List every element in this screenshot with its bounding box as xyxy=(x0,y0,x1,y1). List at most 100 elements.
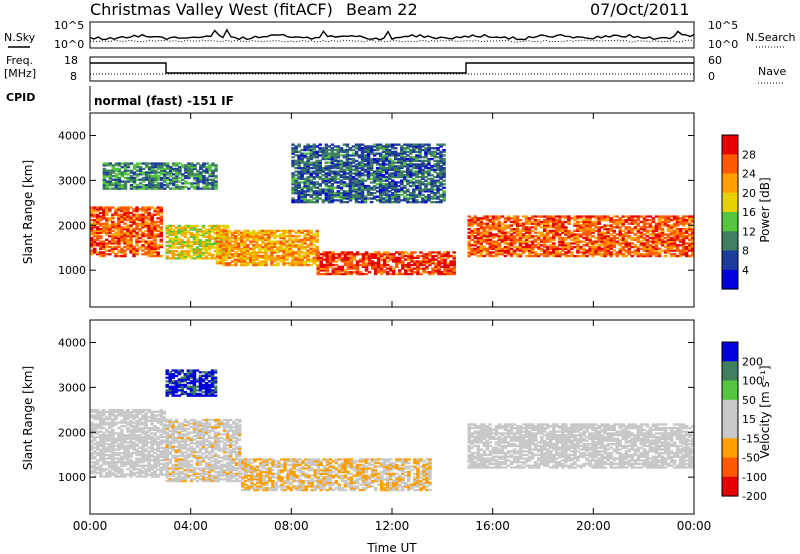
heatmap-cell xyxy=(114,167,119,171)
heatmap-cell xyxy=(398,258,402,261)
heatmap-cell xyxy=(318,166,322,170)
heatmap-cell xyxy=(381,179,386,182)
heatmap-cell xyxy=(648,240,653,243)
heatmap-cell xyxy=(618,226,622,229)
heatmap-cell xyxy=(327,190,332,193)
heatmap-cell xyxy=(627,236,632,240)
heatmap-cell xyxy=(230,235,235,238)
heatmap-cell xyxy=(430,166,434,170)
heatmap-cell xyxy=(219,248,224,251)
heatmap-cell xyxy=(603,215,607,218)
heatmap-cell xyxy=(439,172,443,175)
heatmap-cell xyxy=(255,263,259,267)
heatmap-cell xyxy=(360,195,365,198)
heatmap-cell xyxy=(357,161,362,164)
heatmap-cell xyxy=(412,147,416,150)
heatmap-cell xyxy=(129,215,133,218)
heatmap-cell xyxy=(346,263,351,267)
heatmap-cell xyxy=(375,170,380,173)
heatmap-cell xyxy=(147,249,151,252)
heatmap-cell xyxy=(187,169,191,172)
heatmap-cell xyxy=(636,228,641,231)
heatmap-cell xyxy=(99,450,103,453)
heatmap-cell xyxy=(90,233,94,236)
heatmap-cell xyxy=(306,156,310,159)
heatmap-cell xyxy=(150,226,154,229)
heatmap-cell xyxy=(93,247,97,250)
heatmap-cell xyxy=(515,233,520,236)
heatmap-cell xyxy=(316,251,320,254)
heatmap-cell xyxy=(515,217,520,220)
heatmap-cell xyxy=(439,201,443,204)
heatmap-cell xyxy=(467,224,471,227)
heatmap-cell xyxy=(564,244,568,247)
heatmap-cell xyxy=(102,162,107,165)
heatmap-cell xyxy=(108,430,112,433)
heatmap-cell xyxy=(291,165,295,168)
heatmap-cell xyxy=(642,236,647,240)
heatmap-cell xyxy=(467,231,471,234)
heatmap-cell xyxy=(195,242,200,246)
heatmap-cell xyxy=(367,253,372,256)
heatmap-cell xyxy=(431,258,435,261)
heatmap-cell xyxy=(439,175,443,179)
heatmap-cell xyxy=(294,262,298,265)
heatmap-cell xyxy=(363,195,368,198)
heatmap-cell xyxy=(105,229,109,233)
heatmap-cell xyxy=(105,226,109,229)
heatmap-cell xyxy=(90,213,94,216)
heatmap-cell xyxy=(144,240,148,243)
heatmap-cell xyxy=(430,201,434,204)
heatmap-cell xyxy=(264,245,268,249)
heatmap-cell xyxy=(135,162,140,165)
heatmap-cell xyxy=(476,231,481,234)
heatmap-cell xyxy=(111,414,115,417)
heatmap-cell xyxy=(446,271,450,274)
heatmap-cell xyxy=(240,233,244,236)
heatmap-cell xyxy=(198,239,203,242)
heatmap-cell xyxy=(129,224,133,227)
heatmap-cell xyxy=(669,229,674,233)
heatmap-cell xyxy=(588,215,592,218)
heatmap-cell xyxy=(102,240,106,243)
heatmap-cell xyxy=(129,206,133,209)
heatmap-cell xyxy=(403,174,407,177)
heatmap-cell xyxy=(300,251,304,254)
heatmap-cell xyxy=(129,251,133,254)
heatmap-cell xyxy=(552,224,556,227)
heatmap-cell xyxy=(666,215,671,218)
heatmap-cell xyxy=(482,233,487,236)
heatmap-cell xyxy=(433,168,437,171)
heatmap-cell xyxy=(321,192,325,195)
heatmap-cell xyxy=(108,462,112,466)
heatmap-cell xyxy=(135,251,139,254)
heatmap-cell xyxy=(327,161,332,164)
heatmap-cell xyxy=(688,219,692,222)
heatmap-cell xyxy=(603,242,607,245)
heatmap-cell xyxy=(621,222,625,225)
heatmap-cell xyxy=(378,193,383,197)
freq-panel-frame xyxy=(89,56,695,82)
heatmap-cell xyxy=(102,215,106,218)
heatmap-cell xyxy=(108,426,112,430)
heatmap-cell xyxy=(333,145,338,148)
heatmap-cell xyxy=(192,248,197,251)
heatmap-cell xyxy=(282,258,286,261)
heatmap-cell xyxy=(633,249,638,252)
heatmap-cell xyxy=(333,148,338,152)
heatmap-cell xyxy=(425,271,429,274)
heatmap-cell xyxy=(439,199,443,202)
heatmap-cell xyxy=(204,244,209,247)
heatmap-cell xyxy=(333,163,338,166)
heatmap-cell xyxy=(175,178,179,181)
heatmap-cell xyxy=(433,179,437,182)
heatmap-cell xyxy=(237,245,241,249)
heatmap-cell xyxy=(555,222,559,225)
heatmap-cell xyxy=(303,229,307,233)
heatmap-cell xyxy=(294,245,298,249)
heatmap-cell xyxy=(90,448,94,451)
heatmap-cell xyxy=(372,143,377,146)
heatmap-cell xyxy=(249,242,253,245)
heatmap-cell xyxy=(349,267,354,270)
heatmap-cell xyxy=(540,238,544,241)
